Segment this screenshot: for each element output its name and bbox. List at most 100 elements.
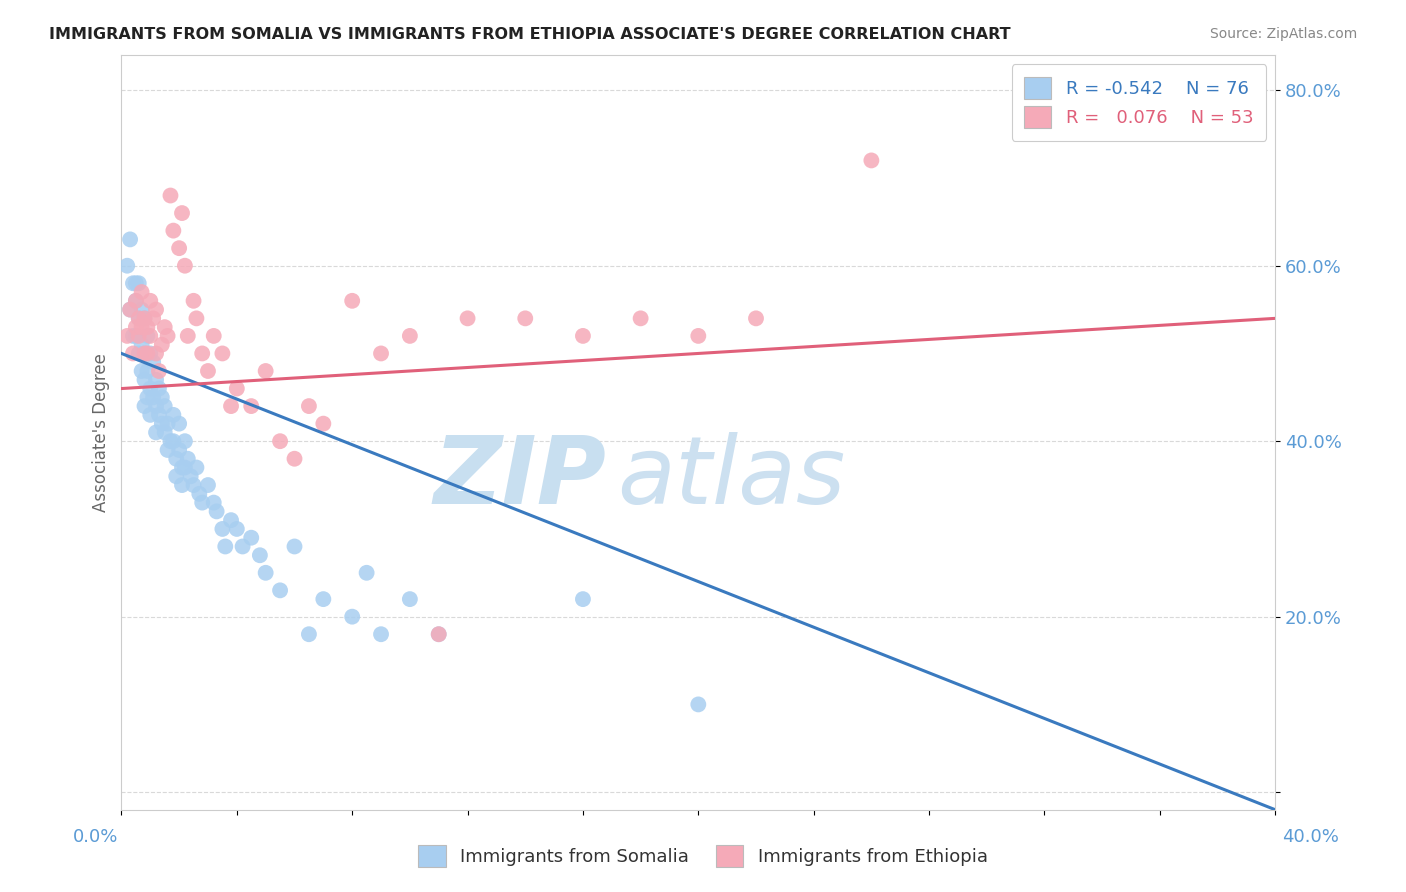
Point bbox=[188, 487, 211, 501]
Point bbox=[131, 285, 153, 299]
Point bbox=[205, 504, 228, 518]
Point bbox=[142, 355, 165, 369]
Point bbox=[219, 399, 242, 413]
Point bbox=[128, 277, 150, 291]
Text: 0.0%: 0.0% bbox=[73, 828, 118, 846]
Point bbox=[136, 364, 159, 378]
Point bbox=[139, 293, 162, 308]
Point bbox=[125, 277, 148, 291]
Point bbox=[159, 434, 181, 449]
Point bbox=[427, 627, 450, 641]
Point bbox=[167, 442, 190, 457]
Point bbox=[131, 337, 153, 351]
Point bbox=[120, 302, 142, 317]
Point bbox=[139, 329, 162, 343]
Point bbox=[202, 495, 225, 509]
Point bbox=[125, 329, 148, 343]
Point bbox=[156, 329, 179, 343]
Point bbox=[145, 425, 167, 440]
Point bbox=[219, 513, 242, 527]
Point bbox=[131, 364, 153, 378]
Point bbox=[134, 373, 156, 387]
Point bbox=[312, 417, 335, 431]
Legend: Immigrants from Somalia, Immigrants from Ethiopia: Immigrants from Somalia, Immigrants from… bbox=[412, 838, 994, 874]
Point bbox=[688, 698, 710, 712]
Point bbox=[177, 329, 200, 343]
Point bbox=[128, 311, 150, 326]
Point bbox=[120, 232, 142, 246]
Point bbox=[131, 320, 153, 334]
Point bbox=[254, 364, 277, 378]
Point bbox=[745, 311, 768, 326]
Point bbox=[225, 522, 247, 536]
Point bbox=[134, 311, 156, 326]
Point bbox=[298, 627, 321, 641]
Point bbox=[145, 346, 167, 360]
Point bbox=[356, 566, 378, 580]
Text: atlas: atlas bbox=[617, 433, 846, 524]
Point bbox=[136, 390, 159, 404]
Point bbox=[202, 329, 225, 343]
Point bbox=[145, 373, 167, 387]
Y-axis label: Associate's Degree: Associate's Degree bbox=[93, 353, 110, 512]
Point bbox=[688, 329, 710, 343]
Point bbox=[122, 277, 145, 291]
Point bbox=[156, 442, 179, 457]
Point bbox=[515, 311, 537, 326]
Point bbox=[131, 302, 153, 317]
Point bbox=[165, 451, 187, 466]
Point bbox=[211, 522, 233, 536]
Point bbox=[120, 302, 142, 317]
Point bbox=[167, 417, 190, 431]
Point bbox=[399, 592, 422, 607]
Point bbox=[283, 451, 305, 466]
Point bbox=[269, 583, 291, 598]
Point bbox=[134, 346, 156, 360]
Point bbox=[150, 417, 173, 431]
Point bbox=[150, 390, 173, 404]
Point bbox=[153, 425, 176, 440]
Point bbox=[139, 408, 162, 422]
Point bbox=[162, 408, 184, 422]
Point bbox=[232, 540, 254, 554]
Point bbox=[457, 311, 479, 326]
Point bbox=[139, 382, 162, 396]
Point bbox=[136, 320, 159, 334]
Point bbox=[269, 434, 291, 449]
Point bbox=[153, 399, 176, 413]
Point bbox=[125, 293, 148, 308]
Point bbox=[136, 329, 159, 343]
Point bbox=[170, 478, 193, 492]
Point bbox=[134, 399, 156, 413]
Point bbox=[148, 408, 170, 422]
Point bbox=[150, 337, 173, 351]
Point bbox=[174, 460, 197, 475]
Point bbox=[153, 320, 176, 334]
Point bbox=[162, 434, 184, 449]
Point bbox=[165, 469, 187, 483]
Point bbox=[142, 390, 165, 404]
Point bbox=[128, 311, 150, 326]
Point bbox=[134, 311, 156, 326]
Point bbox=[162, 224, 184, 238]
Point bbox=[254, 566, 277, 580]
Text: IMMIGRANTS FROM SOMALIA VS IMMIGRANTS FROM ETHIOPIA ASSOCIATE'S DEGREE CORRELATI: IMMIGRANTS FROM SOMALIA VS IMMIGRANTS FR… bbox=[49, 27, 1011, 42]
Point bbox=[142, 311, 165, 326]
Point bbox=[186, 460, 208, 475]
Point bbox=[191, 495, 214, 509]
Point bbox=[298, 399, 321, 413]
Point bbox=[240, 531, 263, 545]
Legend: R = -0.542    N = 76, R =   0.076    N = 53: R = -0.542 N = 76, R = 0.076 N = 53 bbox=[1012, 64, 1267, 141]
Point bbox=[115, 259, 138, 273]
Text: ZIP: ZIP bbox=[433, 432, 606, 524]
Point bbox=[572, 329, 595, 343]
Point bbox=[427, 627, 450, 641]
Point bbox=[174, 259, 197, 273]
Point bbox=[249, 548, 271, 562]
Point bbox=[240, 399, 263, 413]
Point bbox=[159, 188, 181, 202]
Point bbox=[148, 364, 170, 378]
Point bbox=[197, 364, 219, 378]
Point bbox=[630, 311, 652, 326]
Text: 40.0%: 40.0% bbox=[1282, 828, 1339, 846]
